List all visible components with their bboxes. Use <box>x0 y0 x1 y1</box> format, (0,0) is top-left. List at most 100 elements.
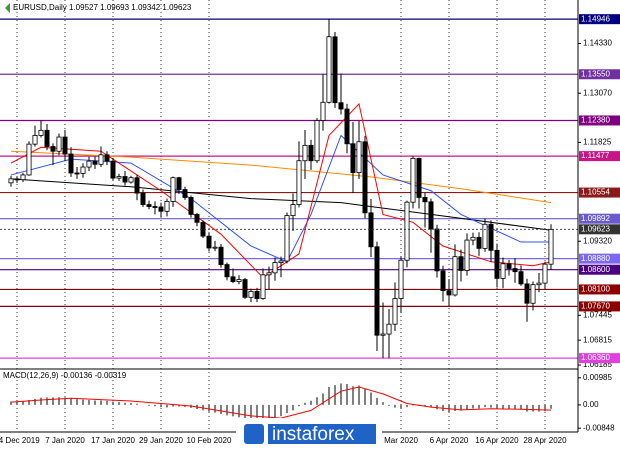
candle-body <box>38 129 44 136</box>
indicator-line <box>10 102 552 279</box>
indicator-line <box>10 134 551 263</box>
candle-body <box>278 260 284 263</box>
candle-body <box>158 206 164 212</box>
macd-signal-line <box>10 386 552 419</box>
candle-body <box>350 143 356 173</box>
candle-body <box>212 246 218 249</box>
level-label-box <box>579 353 620 364</box>
candle-body <box>68 153 74 174</box>
candle-body <box>542 263 548 284</box>
candle-body <box>128 177 134 183</box>
level-label: 1.08600 <box>581 265 610 274</box>
x-tick-label: 29 Jan 2020 <box>139 436 184 445</box>
level-label: 1.10554 <box>581 188 610 197</box>
level-label-box <box>579 14 620 25</box>
candle-body <box>398 259 404 299</box>
plot-area <box>0 0 578 432</box>
candle-body <box>62 136 68 155</box>
candle-body <box>188 197 194 215</box>
level-label: 1.08100 <box>581 285 610 294</box>
x-tick-label: 6 Apr 2020 <box>430 436 469 445</box>
watermark: instaforex <box>236 418 382 450</box>
indicator-line <box>10 150 552 204</box>
level-label-box <box>579 69 620 80</box>
candle-body <box>440 270 446 292</box>
y-tick-label: 1.09320 <box>583 236 612 245</box>
x-tick-label: 28 Apr 2020 <box>523 436 567 445</box>
candle-body <box>386 323 392 335</box>
candle-body <box>170 177 176 202</box>
candle-body <box>296 160 302 205</box>
candle-body <box>284 215 290 262</box>
y-tick-label: 0.00985 <box>583 373 612 382</box>
candle-body <box>104 154 110 162</box>
candle-body <box>338 102 344 110</box>
level-label-box <box>579 187 620 198</box>
candle-body <box>218 246 224 265</box>
level-label: 1.12380 <box>581 116 610 125</box>
current-price-label: 1.09623 <box>581 224 610 233</box>
candle-body <box>134 177 140 194</box>
candle-body <box>140 192 146 205</box>
y-tick-label: 0.00 <box>583 400 599 409</box>
candle-body <box>536 282 542 286</box>
candle-body <box>56 136 62 152</box>
candle-body <box>494 249 500 279</box>
candle-body <box>320 101 326 121</box>
watermark-band <box>268 424 376 444</box>
candle-body <box>476 236 482 249</box>
level-label-box <box>579 151 620 162</box>
candle-body <box>362 141 368 214</box>
level-label-box <box>579 115 620 126</box>
candle-body <box>152 206 158 208</box>
level-label: 1.14946 <box>581 14 610 23</box>
watermark-text: instaforex <box>272 424 355 445</box>
candle-body <box>404 201 410 261</box>
candle-body <box>92 160 98 165</box>
x-tick-label: 17 Jan 2020 <box>91 436 136 445</box>
candle-body <box>44 129 50 147</box>
candle-body <box>470 236 476 241</box>
candle-body <box>116 176 122 179</box>
candle-body <box>332 36 338 104</box>
current-price-box <box>579 224 620 235</box>
candle-body <box>344 108 350 145</box>
level-label: 1.07670 <box>581 302 610 311</box>
candle-body <box>500 263 506 279</box>
candle-body <box>206 235 212 249</box>
candle-body <box>548 229 554 265</box>
chart-title: EURUSD,Daily 1.09527 1.09693 1.09342 1.0… <box>13 3 192 12</box>
candle-body <box>464 239 470 271</box>
level-label: 1.11477 <box>581 151 610 160</box>
candle-body <box>110 160 116 179</box>
candle-body <box>260 274 266 299</box>
candle-body <box>452 256 458 296</box>
y-tick-label: 1.11825 <box>583 137 612 146</box>
level-label-box <box>579 253 620 264</box>
candle-body <box>518 271 524 285</box>
candle-body <box>446 290 452 296</box>
candle-body <box>8 178 14 184</box>
candle-body <box>524 283 530 304</box>
level-label-box <box>579 264 620 275</box>
candle-body <box>26 143 32 176</box>
y-tick-label: -0.00848 <box>583 423 615 432</box>
candle-body <box>326 36 332 103</box>
candle-body <box>434 228 440 272</box>
candle-body <box>422 197 428 203</box>
candle-body <box>20 174 26 181</box>
candle-body <box>380 333 386 336</box>
watermark-icon <box>244 424 264 444</box>
candle-body <box>182 189 188 198</box>
level-label-box <box>579 301 620 312</box>
y-tick-label: 1.06185 <box>583 360 612 369</box>
candle-body <box>146 204 152 207</box>
x-tick-label: 16 Apr 2020 <box>475 436 519 445</box>
candle-body <box>50 146 56 152</box>
y-tick-label: 1.13070 <box>583 88 612 97</box>
x-tick-label: Mar 2020 <box>384 436 418 445</box>
